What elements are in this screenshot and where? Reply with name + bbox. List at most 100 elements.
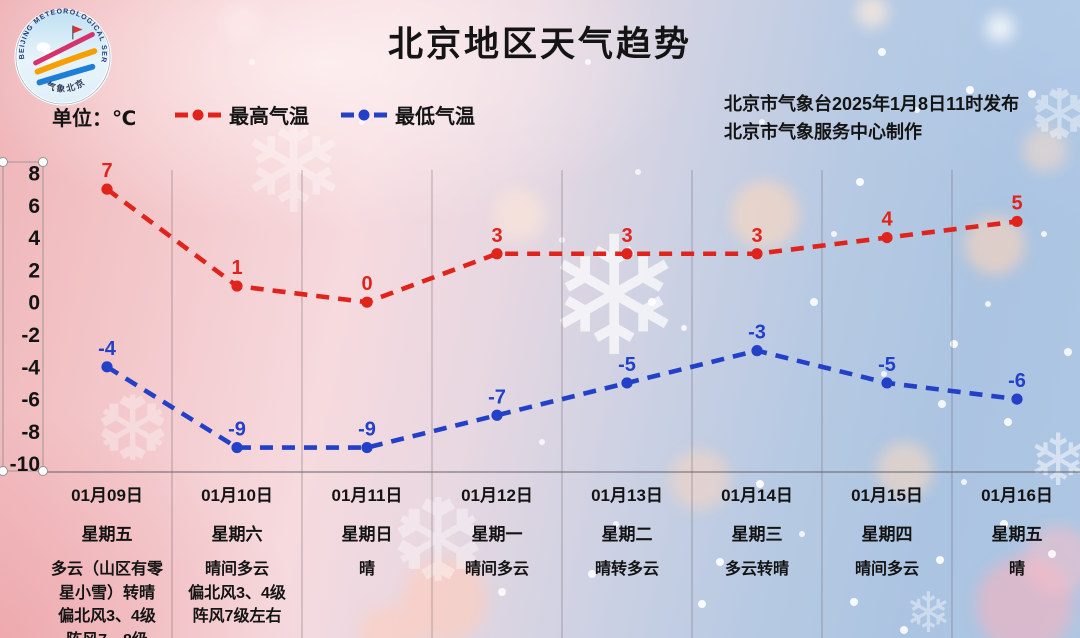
date-label: 01月12日 [461,486,533,505]
data-point[interactable] [881,232,893,244]
snowflake-icon: ❄ [545,205,684,389]
weather-line: 晴转多云 [594,561,659,578]
data-point-label: 3 [491,225,502,247]
bokeh-glow [494,189,546,241]
weather-line: 晴 [1008,561,1025,578]
legend-min-temp: 最低气温 [340,100,475,129]
bokeh-glow [877,442,933,498]
y-tick-label: 8 [28,163,40,186]
weather-line: 多云（山区有零 [50,561,163,578]
day-column: 01月10日 星期六 晴间多云 偏北风3、4级 阵风7级左右 [172,481,302,629]
min-temp-line-swatch [341,109,387,120]
data-point-label: -4 [98,338,117,360]
data-point-label: 4 [881,209,893,231]
selection-handle[interactable] [0,466,8,476]
bokeh-glow [1023,128,1067,172]
date-label: 01月14日 [721,486,793,505]
data-point[interactable] [491,248,503,260]
data-point[interactable] [1011,215,1023,228]
data-point-label: 3 [751,225,762,247]
weekday-label: 星期五 [991,525,1043,544]
data-point[interactable] [231,441,243,454]
bokeh-glow [222,2,262,42]
publisher-line2: 北京市气象服务中心制作 [724,122,922,142]
y-tick-label: 4 [28,227,40,250]
data-point[interactable] [231,280,243,292]
data-point[interactable] [621,377,633,389]
selection-handle[interactable] [0,157,8,167]
data-point-label: -5 [618,354,636,376]
data-point-label: -3 [748,322,766,344]
series-line-最低气温 [105,348,1018,450]
weather-description: 晴转多云 [562,558,692,582]
data-point-label: -7 [488,386,506,408]
data-point-label: 5 [1011,192,1022,214]
day-column: 01月14日 星期三 多云转晴 [692,481,822,582]
textbox-selection-outline [2,161,44,472]
y-tick-label: 6 [28,195,40,218]
data-point[interactable] [881,377,893,389]
weekday-label: 星期一 [471,525,523,544]
date-label: 01月13日 [591,486,663,505]
day-column: 01月13日 星期二晴转多云 [562,481,692,582]
selection-handle[interactable] [38,466,48,476]
page-title: 北京地区天气趋势 [387,25,692,64]
bokeh-glow [856,0,888,28]
data-point[interactable] [491,409,503,421]
unit-label: 单位：℃ [52,108,137,130]
y-tick-label: -8 [21,421,40,444]
data-point-label: -9 [228,419,246,441]
data-point[interactable] [101,183,113,195]
weather-line: 偏北风3、4级 [188,584,286,602]
weekday-label: 星期二 [601,525,653,544]
data-point-label: -9 [358,419,376,441]
date-label: 01月09日 [71,486,143,505]
y-tick-label: 0 [28,292,40,315]
weather-line: 晴间多云 [854,561,919,578]
data-point[interactable] [1011,393,1023,405]
date-label: 01月10日 [201,486,273,505]
weather-line: 阵风7、8级 [42,629,172,638]
bokeh-glow [1024,526,1080,594]
weekday-label: 星期日 [341,525,393,544]
legend-min-label: 最低气温 [395,106,475,128]
data-point-label: 7 [101,160,112,182]
data-point[interactable] [621,248,633,260]
weather-line: 星小雪）转晴 [58,584,155,602]
weather-line: 阵风7级左右 [192,608,282,625]
weather-description: 晴间多云 [822,558,952,582]
data-point[interactable] [751,345,763,357]
y-tick-label: -2 [21,324,40,347]
y-tick-label: -4 [21,356,40,379]
weekday-label: 星期四 [861,525,913,544]
weather-line: 晴间多云 [204,561,269,578]
weather-line: 晴间多云 [464,561,529,578]
data-point[interactable] [751,248,763,260]
beijing-meteorological-service-logo: BEIJING METEOROLOGICAL SERVICE 气象北京 [14,8,112,106]
snowflake-icon: ❄ [905,581,952,638]
y-tick-label: -6 [21,389,40,412]
date-label: 01月15日 [851,486,923,505]
weather-description: 晴间多云偏北风3、4级 阵风7级左右 [172,558,302,629]
selection-handle[interactable] [38,157,48,167]
data-point[interactable] [101,361,113,373]
publisher-info: 北京市气象台2025年1月8日11时发布 北京市气象服务中心制作 [724,90,1019,146]
data-point[interactable] [361,441,373,454]
publisher-line1: 北京市气象台2025年1月8日11时发布 [724,94,1020,114]
date-label: 01月11日 [331,486,403,505]
weather-line: 偏北风3、4级 [58,608,156,625]
y-tick-label: 2 [28,259,40,282]
bokeh-glow [670,450,730,510]
day-column: 01月12日 星期一晴间多云 [432,481,562,582]
data-point-label: -6 [1008,370,1026,392]
y-tick-label: -10 [10,453,40,476]
data-point[interactable] [361,296,373,308]
snowflake-icon: ❆ [1030,76,1080,154]
date-label: 01月16日 [981,486,1053,505]
snowflake-icon: ❆ [390,478,487,606]
data-point-label: 0 [361,273,372,295]
